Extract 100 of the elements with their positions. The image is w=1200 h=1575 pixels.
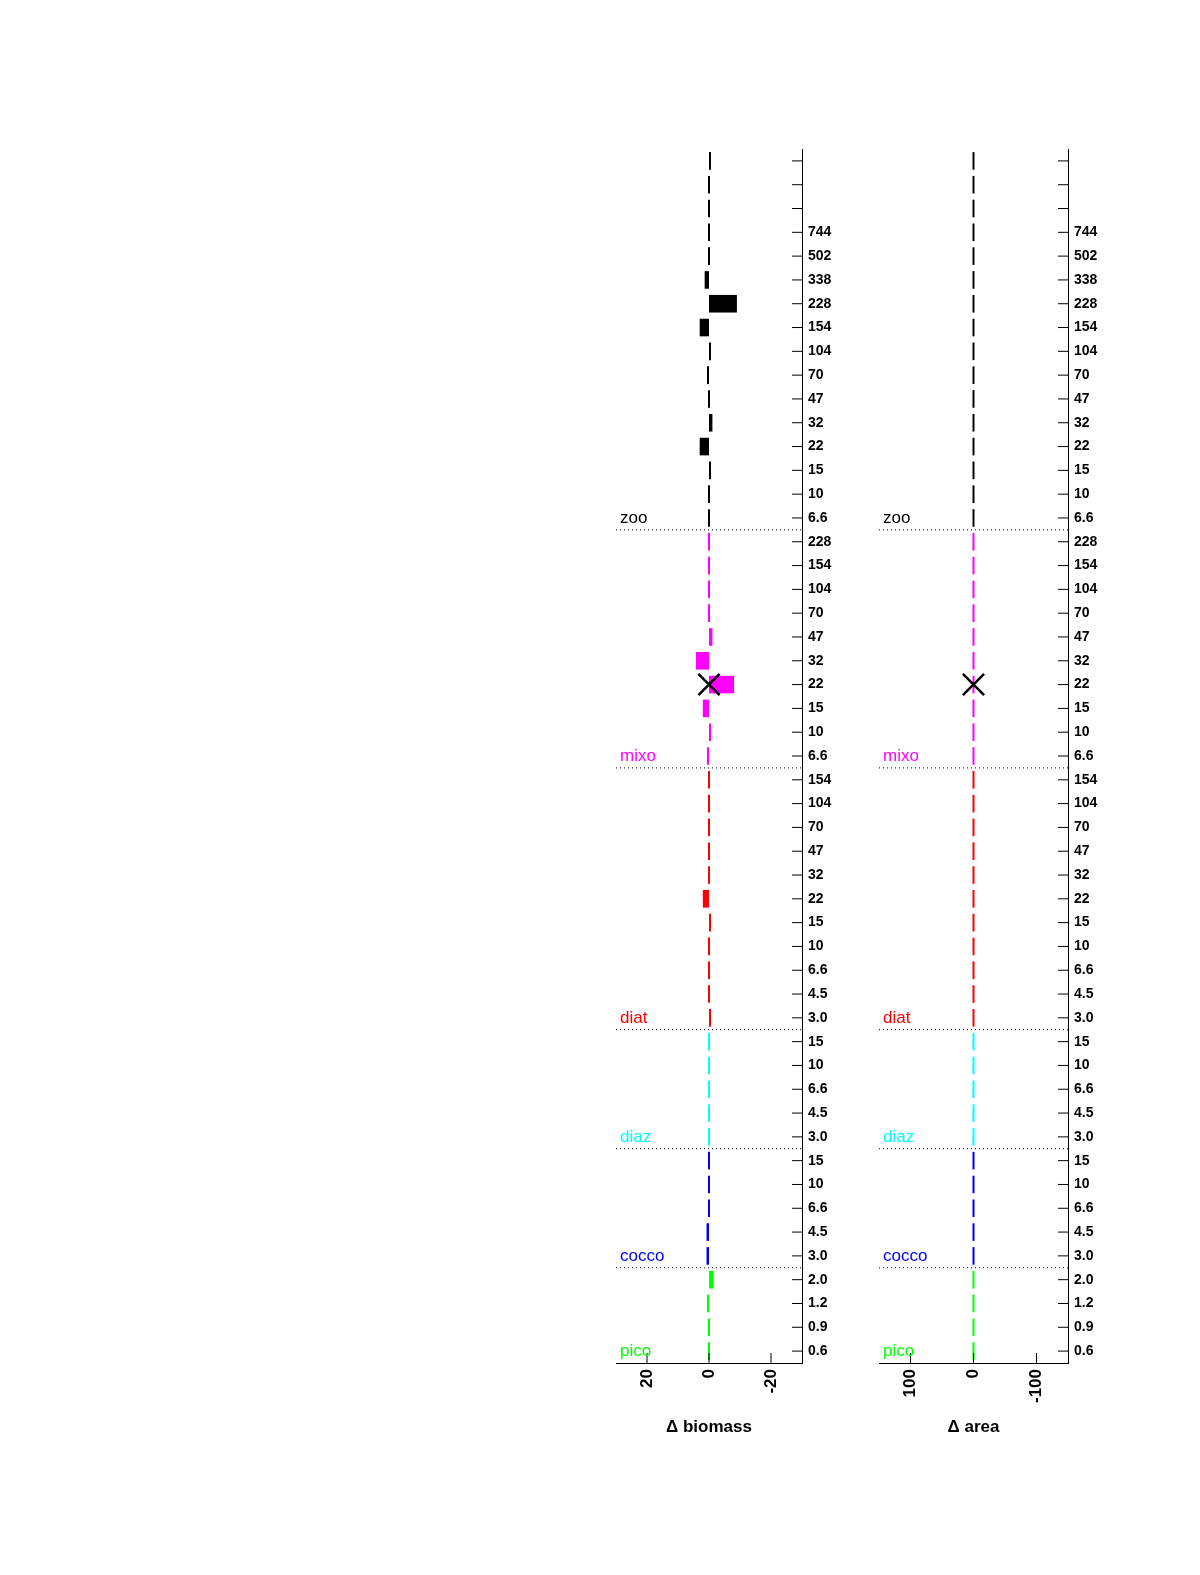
y-tick-label: 32 (1074, 651, 1090, 668)
y-tick-label: 10 (1074, 723, 1090, 740)
y-tick-label: 15 (1074, 699, 1090, 716)
x-tick-label: -20 (760, 1369, 780, 1394)
y-tick-label: 4.5 (808, 1222, 828, 1239)
y-tick-label: 104 (1074, 794, 1098, 811)
y-tick-label: 104 (808, 580, 832, 597)
y-tick-label: 32 (808, 865, 824, 882)
y-tick-label: 10 (808, 1056, 824, 1073)
text: pico (883, 1341, 915, 1361)
y-tick-label: 15 (808, 461, 824, 478)
y-tick-label: 47 (808, 389, 824, 406)
x-tick-label: 0 (963, 1369, 983, 1379)
y-tick-label: 32 (1074, 865, 1090, 882)
y-tick-label: 4.5 (808, 984, 828, 1001)
bar (699, 437, 709, 456)
bar (704, 271, 709, 289)
y-tick-label: 6.6 (808, 1199, 828, 1216)
y-tick-label: 0.9 (808, 1318, 828, 1335)
y-tick-label: 154 (808, 770, 832, 787)
y-tick-label: 154 (1074, 770, 1098, 787)
y-tick-label: 104 (808, 794, 832, 811)
y-tick-label: 104 (1074, 580, 1098, 597)
y-tick-label: 744 (808, 223, 832, 240)
y-tick-label: 10 (1074, 1175, 1090, 1192)
y-tick-label: 70 (808, 366, 824, 382)
y-tick-label: 154 (1074, 556, 1098, 573)
y-tick-label: 3.0 (1074, 1246, 1094, 1263)
y-tick-label: 15 (808, 1032, 824, 1049)
y-tick-label: 10 (808, 485, 824, 502)
y-tick-label: 0.6 (808, 1341, 828, 1358)
bar (709, 628, 713, 646)
x-tick-label: 20 (636, 1369, 656, 1388)
y-tick-label: 4.5 (1074, 984, 1094, 1001)
y-tick-label: 502 (1074, 246, 1098, 263)
bar (709, 413, 713, 432)
y-tick-label: 154 (1074, 318, 1098, 335)
y-tick-label: 228 (808, 532, 832, 549)
text: diat (883, 1007, 911, 1027)
y-tick-label: 4.5 (1074, 1222, 1094, 1239)
y-tick-label: 228 (1074, 294, 1098, 311)
y-tick-label: 15 (808, 913, 824, 930)
bar (702, 699, 709, 718)
x-axis-title: Δ biomass (666, 1417, 752, 1437)
y-tick-label: 47 (1074, 627, 1090, 644)
text: cocco (883, 1245, 928, 1265)
y-tick-label: 3.0 (808, 1127, 828, 1144)
y-tick-label: 1.2 (1074, 1294, 1094, 1311)
bar (695, 651, 709, 670)
y-tick-label: 338 (1074, 270, 1098, 287)
y-tick-label: 10 (808, 1175, 824, 1192)
y-tick-label: 47 (1074, 389, 1090, 406)
y-tick-label: 10 (1074, 1056, 1090, 1073)
y-tick-label: 70 (808, 818, 824, 835)
y-tick-label: 0.9 (1074, 1318, 1094, 1335)
y-tick-label: 47 (808, 627, 824, 644)
y-tick-label: 32 (808, 651, 824, 668)
y-tick-label: 4.5 (1074, 1103, 1094, 1120)
y-tick-label: 6.6 (1074, 1199, 1094, 1216)
y-tick-label: 338 (808, 270, 832, 287)
y-tick-label: 22 (1074, 889, 1090, 906)
text: diaz (883, 1126, 915, 1146)
y-tick-label: 47 (808, 842, 824, 859)
text: zoo (883, 508, 911, 528)
y-tick-label: 22 (808, 889, 824, 906)
y-tick-label: 22 (1074, 437, 1090, 454)
y-tick-label: 6.6 (808, 508, 828, 525)
text: cocco (620, 1245, 665, 1265)
y-tick-label: 0.6 (1074, 1341, 1094, 1358)
y-tick-label: 15 (808, 1151, 824, 1168)
y-tick-label: 6.6 (1074, 508, 1094, 525)
y-tick-label: 744 (1074, 223, 1098, 240)
y-tick-label: 70 (808, 604, 824, 621)
text: mixo (883, 746, 919, 766)
y-tick-label: 4.5 (808, 1103, 828, 1120)
y-tick-label: 154 (808, 556, 832, 573)
y-tick-label: 2.0 (808, 1270, 828, 1287)
bar (709, 294, 737, 313)
text: zoo (620, 508, 648, 528)
y-tick-label: 6.6 (808, 746, 828, 763)
y-tick-label: 10 (1074, 485, 1090, 502)
y-tick-label: 2.0 (1074, 1270, 1094, 1287)
y-tick-label: 6.6 (1074, 961, 1094, 978)
y-tick-label: 32 (1074, 413, 1090, 430)
y-tick-label: 15 (1074, 461, 1090, 478)
y-tick-label: 22 (808, 437, 824, 454)
y-tick-label: 154 (808, 318, 832, 335)
y-tick-label: 22 (1074, 675, 1090, 692)
y-tick-label: 6.6 (1074, 746, 1094, 763)
y-tick-label: 104 (808, 342, 832, 359)
y-tick-label: 10 (808, 937, 824, 954)
y-tick-label: 15 (1074, 913, 1090, 930)
x-tick-label: 0 (698, 1369, 718, 1379)
y-tick-label: 3.0 (808, 1246, 828, 1263)
text: diaz (620, 1126, 652, 1146)
y-tick-label: 15 (1074, 1151, 1090, 1168)
y-tick-label: 3.0 (1074, 1008, 1094, 1025)
y-tick-label: 70 (1074, 818, 1090, 835)
y-tick-label: 228 (808, 294, 832, 311)
y-tick-label: 32 (808, 413, 824, 430)
